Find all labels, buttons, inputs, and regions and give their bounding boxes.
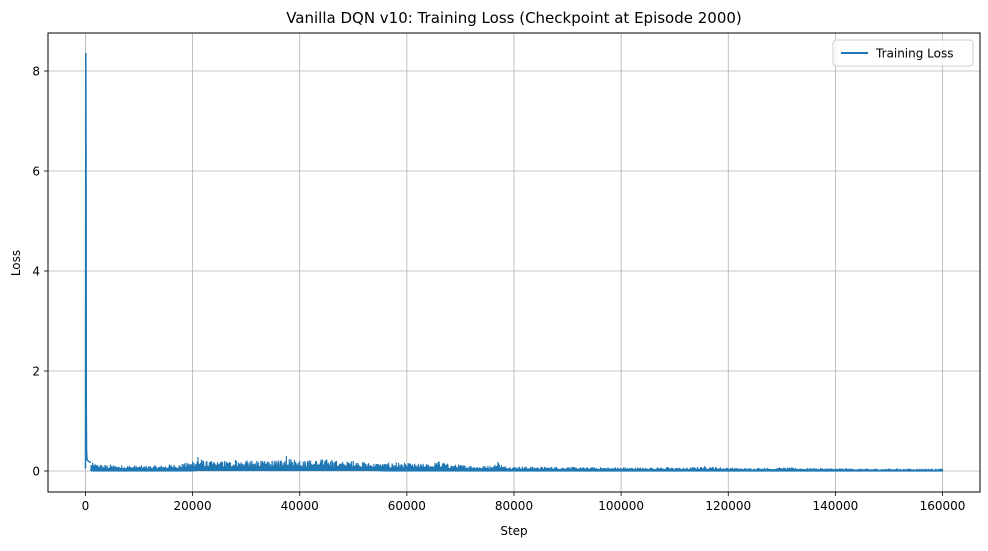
x-tick-label: 140000 [812,499,858,513]
series-line-body [90,458,944,472]
y-tick-label: 4 [32,265,40,279]
x-tick-label: 40000 [281,499,319,513]
series-line-spike [84,52,92,469]
legend-label-training-loss: Training Loss [875,47,953,61]
y-axis-label: Loss [9,250,23,276]
chart-title: Vanilla DQN v10: Training Loss (Checkpoi… [286,9,742,27]
x-tick-label: 0 [82,499,90,513]
x-tick-label: 20000 [174,499,212,513]
legend-box [832,39,974,67]
series-training-loss [84,52,944,472]
ticks-layer: 0 20000 40000 60000 80000 100000 120000 140000 1… [32,65,965,514]
y-tick-label: 2 [32,365,40,379]
legend: Training Loss [832,39,974,67]
x-tick-label: 100000 [598,499,644,513]
x-tick-label: 120000 [705,499,751,513]
y-tick-label: 6 [32,165,40,179]
x-tick-label: 80000 [495,499,533,513]
x-tick-label: 60000 [388,499,426,513]
y-tick-label: 0 [32,465,40,479]
x-tick-label: 160000 [920,499,966,513]
y-tick-label: 8 [32,65,40,79]
x-axis-label: Step [500,524,527,538]
series-layer [84,52,944,472]
